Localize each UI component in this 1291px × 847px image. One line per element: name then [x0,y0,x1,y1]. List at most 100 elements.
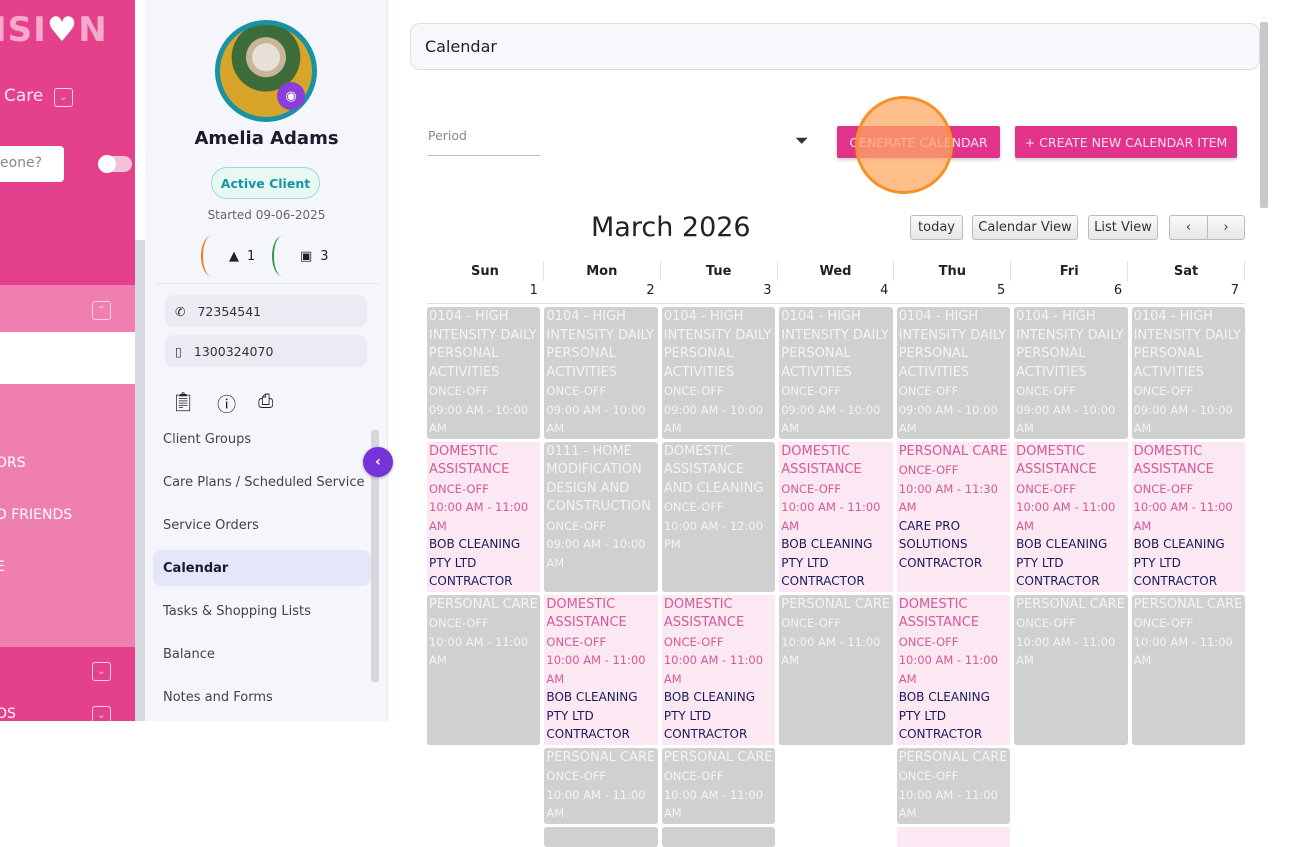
alerts-stat[interactable]: ▲ 1 [201,236,255,276]
calendar-view-button[interactable]: Calendar View [972,215,1078,240]
nav-section-expanded[interactable] [0,285,135,332]
date-number[interactable]: 3 [763,283,772,298]
chevron-down-icon[interactable]: ⌄ [92,662,111,681]
event-freq: ONCE-OFF [1016,616,1076,630]
calendar-event[interactable]: DOMESTIC ASSISTANCE ONCE-OFF 10:00 AM - 11… [1131,441,1245,592]
calendar-event[interactable]: 0104 - HIGH INTENSITY DAILY PERSONAL ACT… [896,307,1011,439]
panel-scrollbar[interactable] [371,430,379,682]
event-title: PERSONAL CARE [1016,596,1125,612]
calendar-event[interactable]: 0104 - HIGH INTENSITY DAILY PERSONAL ACT… [661,307,776,439]
calendar-event[interactable]: 0104 - HIGH INTENSITY DAILY PERSONAL ACT… [544,307,658,439]
calendar-event[interactable]: 0111 - HOME MODIFICATION DESIGN AND CONS… [544,441,658,592]
event-time: 10:00 AM - 11:00 AM [1016,634,1116,668]
calendar-event[interactable]: PERSONAL CARE ONCE-OFF 10:00 AM - 11:30 AM… [896,441,1011,592]
filter-icon[interactable]: ⏷ [795,131,809,151]
event-title: PERSONAL CARE [1133,596,1243,612]
today-button[interactable]: today [910,215,963,240]
date-number[interactable]: 7 [1230,283,1239,298]
menu-item[interactable]: Service Orders [163,517,259,533]
calendar-event[interactable]: DOMESTIC ASSISTANCE ONCE-OFF 10:00 AM - 11… [427,441,541,592]
event-contractor: BOB CLEANING PTY LTD CONTRACTOR [1133,537,1225,588]
date-number[interactable]: 1 [529,283,538,298]
calendar-event[interactable]: PERSONAL CARE ONCE-OFF 10:00 AM - 11:00 AM [427,594,541,745]
calendar-event[interactable]: PERSONAL CARE ONCE-OFF 10:00 AM - 11:00 AM [661,747,776,824]
event-title: 0104 - HIGH INTENSITY DAILY PERSONAL ACT… [546,309,654,380]
date-number[interactable]: 5 [997,283,1006,298]
print-icon[interactable]: ⎙ [258,390,274,412]
camera-icon[interactable]: ◉ [277,82,305,110]
calendar-event[interactable]: DOMESTIC ASSISTANCE ONCE-OFF 10:00 AM - 11… [661,594,776,745]
menu-item[interactable]: Tasks & Shopping Lists [163,603,311,619]
sidebar-scrollbar[interactable] [135,240,145,721]
calendar-event[interactable]: PERSONAL CARE ONCE-OFF 10:00 AM - 11:00 AM [779,594,893,745]
next-button[interactable]: › [1207,215,1245,240]
calendar-event[interactable]: PERSONAL CARE ONCE-OFF 10:00 AM - 11:00 AM [544,747,658,824]
wallet-icon: ▣ [300,248,313,264]
calendar-event[interactable] [544,826,658,847]
chevron-down-icon[interactable]: ⌄ [92,706,111,721]
toggle-switch[interactable] [98,155,132,173]
menu-item[interactable]: Calendar [153,550,371,586]
mobile-icon: ▯ [175,343,182,359]
event-title: PERSONAL CARE [898,443,1008,459]
date-number[interactable]: 6 [1113,283,1123,298]
calendar-event[interactable] [896,826,1011,847]
menu-item[interactable]: Client Groups [163,431,252,447]
period-input[interactable]: Period [428,128,540,156]
wallet-stat[interactable]: ▣ 3 [272,236,329,276]
search-input[interactable]: eone? [0,146,64,182]
event-title: PERSONAL CARE [663,749,773,765]
start-date: Started 09-06-2025 [207,208,326,222]
nav-item[interactable]: D FRIENDS [0,507,73,523]
calendar-event[interactable]: PERSONAL CARE ONCE-OFF 10:00 AM - 11:00 AM [1131,594,1245,745]
event-time: 09:00 AM - 10:00 AM [898,402,998,436]
prev-button[interactable]: ‹ [1169,215,1208,240]
event-title: 0111 - HOME MODIFICATION DESIGN AND CONS… [546,443,652,515]
event-freq: ONCE-OFF [898,769,959,783]
nav-selected-item[interactable] [0,332,135,384]
date-number[interactable]: 4 [880,283,889,298]
calendar-event[interactable]: 0104 - HIGH INTENSITY DAILY PERSONAL ACT… [779,307,893,439]
chevron-down-icon[interactable]: ⌄ [54,88,73,107]
clipboard-icon[interactable]: 📋︎ [171,391,196,413]
calendar-event[interactable]: 0104 - HIGH INTENSITY DAILY PERSONAL ACT… [427,307,541,439]
event-freq: ONCE-OFF [663,384,724,398]
avatar [215,20,317,122]
calendar-event[interactable]: DOMESTIC ASSISTANCE ONCE-OFF 10:00 AM - 11… [779,441,893,592]
calendar-event[interactable]: PERSONAL CARE ONCE-OFF 10:00 AM - 11:00 AM [1014,594,1128,745]
calendar-event[interactable]: DOMESTIC ASSISTANCE ONCE-OFF 10:00 AM - 11… [1014,441,1128,592]
menu-item[interactable]: Balance [163,646,215,662]
event-time: 10:00 AM - 11:00 AM [898,787,998,821]
menu-item[interactable]: Notes and Forms [163,689,273,705]
nav-item[interactable]: E [0,559,5,575]
date-number[interactable]: 2 [646,283,655,298]
nav-section[interactable] [0,647,135,721]
create-calendar-item-button[interactable]: + CREATE NEW CALENDAR ITEM [1015,126,1237,158]
chevron-up-icon[interactable]: ⌃ [92,301,111,320]
calendar-event[interactable]: DOMESTIC ASSISTANCE ONCE-OFF 10:00 AM - 11… [544,594,658,745]
mobile-number: 1300324070 [193,343,274,359]
event-freq: ONCE-OFF [546,384,607,398]
collapse-panel-button[interactable]: ‹ [363,447,393,477]
nav-item[interactable]: ORS [0,455,26,471]
wallet-count: 3 [320,248,329,264]
event-title: PERSONAL CARE [429,596,538,612]
event-freq: ONCE-OFF [781,481,841,496]
calendar-event[interactable]: PERSONAL CARE ONCE-OFF 10:00 AM - 11:00 AM [896,747,1011,824]
day-header: Tue [661,261,778,281]
org-selector[interactable]: Care [4,86,43,106]
info-icon[interactable]: ⓘ [217,394,237,416]
event-freq: ONCE-OFF [663,500,724,514]
calendar-event[interactable]: DOMESTIC ASSISTANCE AND CLEANING ONCE-OFF… [661,441,776,592]
calendar-event[interactable]: 0104 - HIGH INTENSITY DAILY PERSONAL ACT… [1014,307,1128,439]
menu-item[interactable]: Care Plans / Scheduled Service [163,474,365,490]
calendar-event[interactable]: 0104 - HIGH INTENSITY DAILY PERSONAL ACT… [1131,307,1245,439]
page-scrollbar[interactable] [1260,22,1268,208]
calendar-event[interactable]: DOMESTIC ASSISTANCE ONCE-OFF 10:00 AM - 11… [896,594,1011,745]
click-indicator [855,96,953,194]
event-time: 10:00 AM - 11:00 AM [663,787,764,821]
nav-item[interactable]: OS [0,706,16,721]
main-sidebar: ISI♥N Care ⌄ eone? ⌃ ORS D FRIENDS E ⌄ O… [0,0,135,721]
calendar-event[interactable] [661,826,776,847]
list-view-button[interactable]: List View [1088,215,1158,240]
